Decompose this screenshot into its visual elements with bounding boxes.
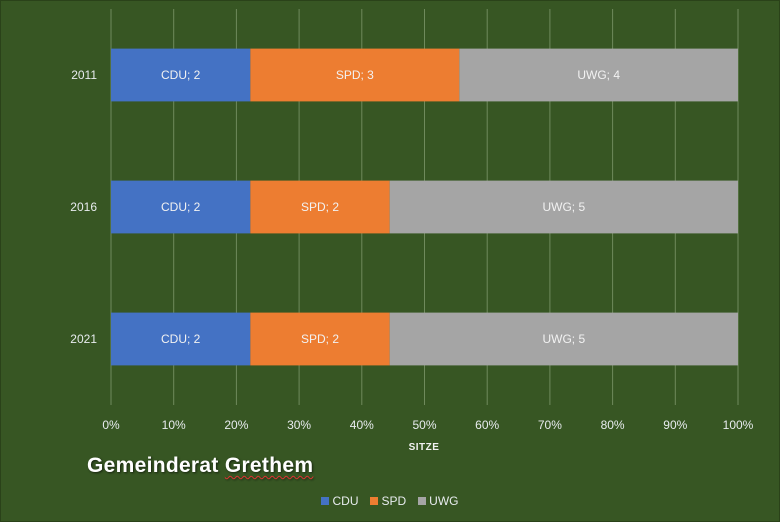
x-tick-label: 10% — [162, 418, 186, 432]
x-axis-title: SITZE — [409, 442, 440, 453]
data-label: CDU; 2 — [161, 200, 201, 214]
legend-item-cdu: CDU — [321, 494, 358, 508]
chart-title: Gemeinderat Grethem — [87, 454, 313, 478]
bar-segment-spd — [250, 312, 390, 366]
category-label: 2011 — [71, 68, 97, 82]
bar-segment-cdu — [111, 48, 251, 102]
x-tick-label: 90% — [663, 418, 687, 432]
legend-label: UWG — [429, 494, 459, 508]
bar-segment-uwg — [459, 48, 738, 102]
legend-item-uwg: UWG — [418, 494, 459, 508]
bar-segment-uwg — [389, 180, 738, 234]
x-tick-label: 70% — [538, 418, 562, 432]
x-tick-label: 60% — [475, 418, 499, 432]
x-tick-label: 40% — [350, 418, 374, 432]
data-label: SPD; 3 — [336, 68, 374, 82]
bars: CDU; 2 SPD; 3 UWG; 4 CDU; 2 SPD; 2 UWG; 5 CDU;… — [111, 48, 738, 366]
legend-swatch — [370, 497, 379, 505]
chart-title-last-word: Grethem — [224, 454, 314, 477]
data-label: UWG; 5 — [542, 332, 585, 346]
legend-label: SPD — [381, 494, 407, 508]
bar-segment-spd — [250, 180, 390, 234]
chart-title-text: Gemeinderat Grethem — [87, 454, 314, 477]
legend-label: CDU — [332, 494, 359, 508]
x-tick-label: 20% — [224, 418, 248, 432]
x-tick-label: 50% — [412, 418, 436, 432]
bar-segment-uwg — [389, 312, 738, 366]
legend-swatch — [321, 497, 330, 505]
category-labels: 2011 2016 2021 — [70, 68, 97, 346]
bar-segment-cdu — [111, 180, 251, 234]
data-label: CDU; 2 — [161, 332, 201, 346]
data-label: SPD; 2 — [301, 200, 339, 214]
x-tick-label: 80% — [601, 418, 625, 432]
category-label: 2021 — [70, 332, 97, 346]
legend-swatch — [418, 497, 427, 505]
category-label: 2016 — [70, 200, 97, 214]
data-label: SPD; 2 — [301, 332, 339, 346]
x-tick-label: 0% — [102, 418, 120, 432]
data-label: UWG; 5 — [542, 200, 585, 214]
x-tick-labels: 0% 10% 20% 30% 40% 50% 60% 70% 80% 90% 100% — [102, 418, 753, 432]
bar-segment-spd — [250, 48, 460, 102]
x-tick-label: 100% — [723, 418, 754, 432]
x-tick-label: 30% — [287, 418, 311, 432]
data-label: UWG; 4 — [577, 68, 620, 82]
legend: CDU SPD UWG — [1, 494, 779, 508]
bar-segment-cdu — [111, 312, 251, 366]
legend-item-spd: SPD — [370, 494, 406, 508]
data-label: CDU; 2 — [161, 68, 201, 82]
